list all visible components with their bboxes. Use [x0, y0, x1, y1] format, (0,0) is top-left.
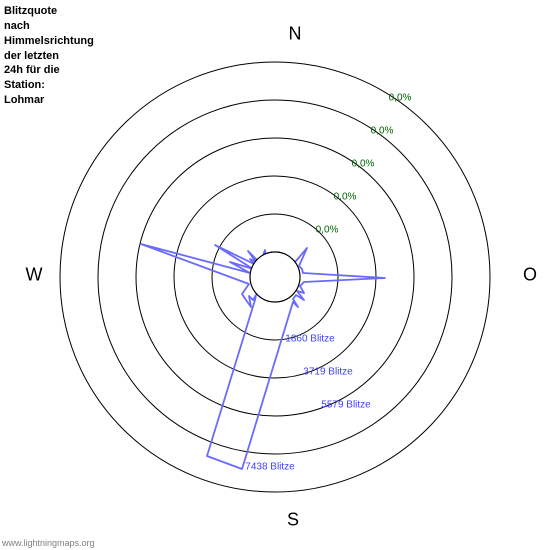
pct-label-0: 0,0% [316, 225, 339, 236]
cardinal-n: N [289, 24, 302, 45]
blitze-label-2: 5579 Blitze [321, 400, 370, 411]
chart-title: BlitzquotenachHimmelsrichtungder letzten… [4, 4, 94, 108]
center-hole [250, 252, 300, 302]
cardinal-w: W [26, 265, 43, 286]
cardinal-o: O [523, 265, 537, 286]
blitze-label-3: 7438 Blitze [245, 462, 294, 473]
footer-credit: www.lightningmaps.org [2, 538, 95, 548]
blitze-label-1: 3719 Blitze [303, 367, 352, 378]
pct-label-4: 0,0% [389, 93, 412, 104]
cardinal-s: S [287, 510, 299, 531]
pct-label-1: 0,0% [334, 192, 357, 203]
pct-label-2: 0,0% [352, 159, 375, 170]
blitze-label-0: 1860 Blitze [285, 334, 334, 345]
pct-label-3: 0,0% [371, 126, 394, 137]
